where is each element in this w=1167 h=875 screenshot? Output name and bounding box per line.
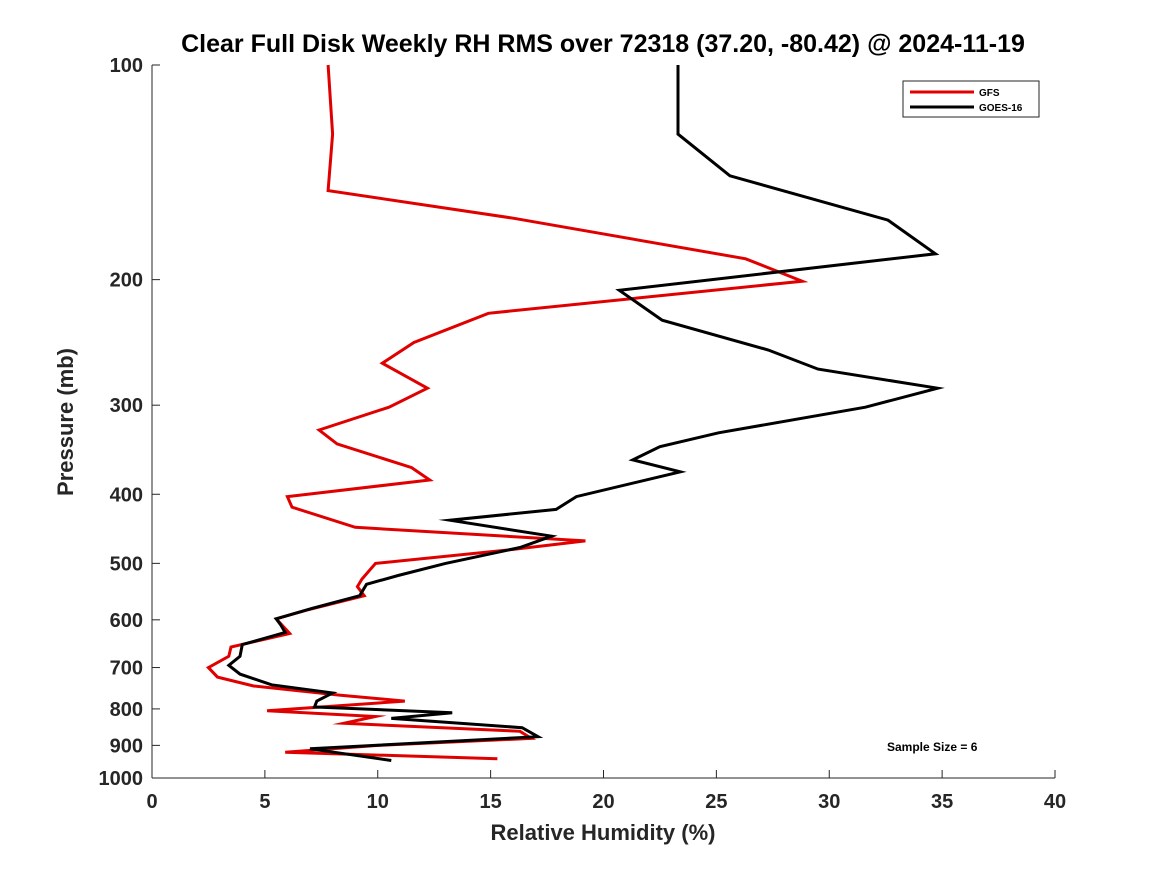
y-tick-label: 800 [110,699,143,721]
y-axis-ticks: 100 200 300 400 500 600 700 800 900 1000 [99,55,160,790]
x-tick-label: 40 [1044,791,1066,813]
x-tick-label: 20 [592,791,614,813]
y-tick-label: 200 [110,270,143,292]
series-layer [205,64,945,762]
x-tick-label: 30 [818,791,840,813]
y-tick-label: 700 [110,658,143,680]
y-tick-label: 100 [110,55,143,77]
y-tick-label: 300 [110,395,143,417]
legend-box [902,80,1040,118]
series-line-goes16 [226,65,945,762]
plot-area [152,65,1055,778]
x-tick-label: 0 [146,791,157,813]
x-tick-label: 5 [259,791,270,813]
y-axis-label: Pressure (mb) [53,348,78,496]
x-axis-label: Relative Humidity (%) [491,820,716,845]
series-line-gfs [205,64,809,761]
x-tick-label: 25 [705,791,727,813]
x-tick-label: 10 [367,791,389,813]
sample-size-annotation: Sample Size = 6 [887,740,978,754]
legend-label-goes16: GOES-16 [979,103,1023,114]
y-tick-label: 600 [110,610,143,632]
chart-title: Clear Full Disk Weekly RH RMS over 72318… [181,30,1025,58]
y-tick-label: 1000 [99,768,144,790]
x-axis-ticks: 0 5 10 15 20 25 30 35 40 [146,770,1066,813]
y-tick-label: 900 [110,735,143,757]
legend-label-gfs: GFS [979,88,1000,99]
y-tick-label: 400 [110,484,143,506]
x-tick-label: 15 [480,791,502,813]
x-tick-label: 35 [931,791,953,813]
y-tick-label: 500 [110,553,143,575]
legend: GFS GOES-16 [902,80,1040,118]
